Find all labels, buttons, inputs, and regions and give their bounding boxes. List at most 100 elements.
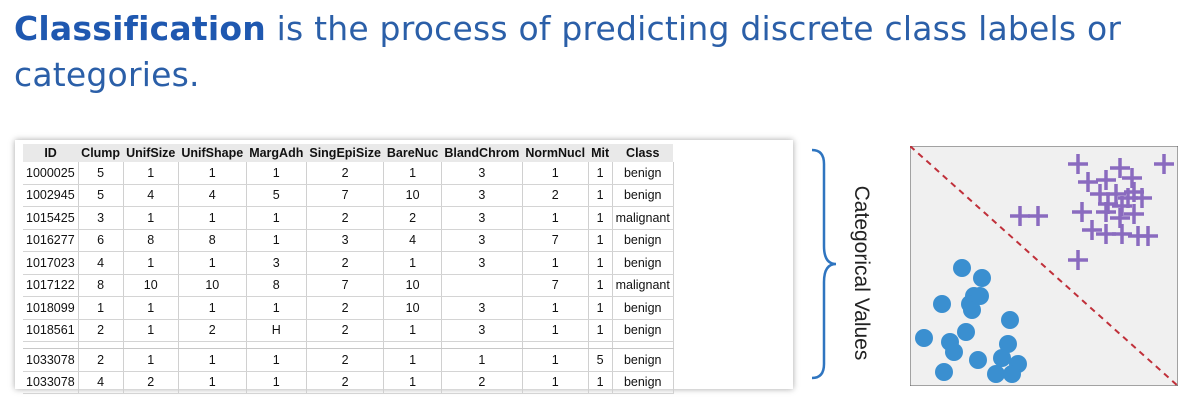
table-cell: 3 — [441, 251, 523, 275]
table-cell: 3 — [246, 251, 307, 275]
categorical-values-label: Categorical Values — [850, 185, 873, 361]
table-cell: 10 — [383, 296, 442, 320]
plus-marker — [1096, 170, 1116, 190]
table-cell: 6 — [78, 229, 124, 252]
table-cell: 2 — [522, 184, 589, 207]
plus-marker — [1138, 226, 1158, 246]
table-cell: 2 — [383, 206, 442, 230]
circle-marker — [953, 259, 971, 277]
plus-marker — [1112, 196, 1132, 216]
table-cell: 5 — [78, 162, 124, 185]
table-cell: 1 — [522, 319, 589, 342]
plus-marker — [1154, 154, 1174, 174]
table-cell: 1 — [522, 296, 589, 320]
headline-bold-term: Classification — [14, 9, 266, 48]
table-cell: 1033078 — [23, 371, 79, 394]
table-cell: 1 — [178, 251, 247, 275]
table-cell: 4 — [178, 184, 247, 207]
table-cell: 1017122 — [23, 274, 79, 297]
plus-markers-group — [1010, 154, 1174, 270]
table-cell: benign — [612, 184, 674, 207]
table-cell: 8 — [123, 229, 179, 252]
table-header-row: ID Clump UnifSize UnifShape MargAdh SingEpiSi… — [23, 144, 674, 162]
circle-marker — [987, 365, 1005, 383]
circle-marker — [971, 287, 989, 305]
table-cell: 1 — [246, 206, 307, 230]
table-body: 1000025 5 1 1 1 2 1 3 1 1 benign 1002945 5 4 4 5 7 10 3 2 1 b… — [23, 162, 674, 394]
table-cell: benign — [612, 348, 674, 372]
column-header: BlandChrom — [441, 144, 523, 162]
column-header: SingEpiSize — [306, 144, 384, 162]
circle-marker — [963, 301, 981, 319]
table-cell: 3 — [441, 296, 523, 320]
table-cell: 2 — [306, 319, 385, 342]
table-cell: 2 — [306, 348, 385, 372]
table-cell: 2 — [178, 319, 247, 342]
table-cell: 1 — [522, 162, 589, 185]
table-cell: 10 — [123, 274, 179, 297]
table-cell: benign — [612, 162, 674, 185]
table-cell: 4 — [123, 184, 179, 207]
plus-marker — [1072, 202, 1092, 222]
table-cell: 1 — [246, 162, 307, 185]
table-cell: 2 — [306, 371, 385, 394]
column-header: ID — [23, 144, 79, 162]
table-cell: 1 — [383, 371, 442, 394]
plus-marker — [1028, 206, 1048, 226]
table-cell: 8 — [78, 274, 124, 297]
table-cell: 1 — [123, 206, 179, 230]
table-cell: 1002945 — [23, 184, 79, 207]
table-cell: 1 — [522, 251, 589, 275]
dataset-table-panel: ID Clump UnifSize UnifShape MargAdh SingEpiSi… — [15, 140, 793, 394]
plus-marker — [1110, 158, 1130, 178]
table-cell: 1015425 — [23, 206, 79, 230]
table-cell: 7 — [306, 184, 385, 207]
circle-marker — [999, 335, 1017, 353]
table-cell: 3 — [441, 229, 523, 252]
plus-marker — [1082, 220, 1102, 240]
table-cell: malignant — [612, 206, 674, 230]
column-header: BareNuc — [383, 144, 442, 162]
column-header: Class — [612, 144, 674, 162]
dataset-table: ID Clump UnifSize UnifShape MargAdh SingEpiSi… — [23, 144, 674, 394]
table-cell: malignant — [612, 274, 674, 297]
table-cell: 1 — [246, 229, 307, 252]
table-cell: benign — [612, 371, 674, 394]
table-row: 1018561 2 1 2 H 2 1 3 1 1 benign — [23, 319, 674, 342]
table-cell: 1 — [178, 296, 247, 320]
table-cell: 1 — [588, 229, 613, 252]
table-cell: 3 — [441, 184, 523, 207]
table-cell: 1 — [178, 206, 247, 230]
headline-rest: is the process of predicting discrete cl… — [14, 9, 1122, 94]
table-cell: 1 — [588, 162, 613, 185]
circle-marker — [1003, 365, 1021, 383]
plus-marker — [1124, 204, 1144, 224]
column-header: MargAdh — [246, 144, 307, 162]
plus-marker — [1068, 154, 1088, 174]
column-header: UnifSize — [123, 144, 179, 162]
table-cell: 1 — [123, 319, 179, 342]
table-cell: 3 — [306, 229, 385, 252]
table-cell: 8 — [246, 274, 307, 297]
table-cell: 1 — [441, 348, 523, 372]
table-cell: 1 — [178, 162, 247, 185]
table-cell: 1 — [246, 371, 307, 394]
table-cell: 1 — [123, 296, 179, 320]
decision-boundary-line — [910, 146, 1178, 386]
table-cell — [441, 274, 523, 297]
plus-marker — [1132, 188, 1152, 208]
table-cell: 3 — [441, 319, 523, 342]
table-cell: 3 — [441, 206, 523, 230]
table-cell: 1018099 — [23, 296, 79, 320]
table-cell: 1 — [383, 319, 442, 342]
slide-headline: Classification is the process of predict… — [14, 6, 1174, 98]
circle-marker — [993, 349, 1011, 367]
circle-marker — [915, 329, 933, 347]
table-cell: benign — [612, 319, 674, 342]
table-cell: 1 — [588, 206, 613, 230]
table-cell: 1 — [178, 371, 247, 394]
row-separator — [23, 341, 674, 349]
table-row: 1033078 4 2 1 1 2 1 2 1 1 benign — [23, 371, 674, 394]
table-cell: 10 — [178, 274, 247, 297]
table-row: 1017122 8 10 10 8 7 10 7 1 malignant — [23, 274, 674, 297]
